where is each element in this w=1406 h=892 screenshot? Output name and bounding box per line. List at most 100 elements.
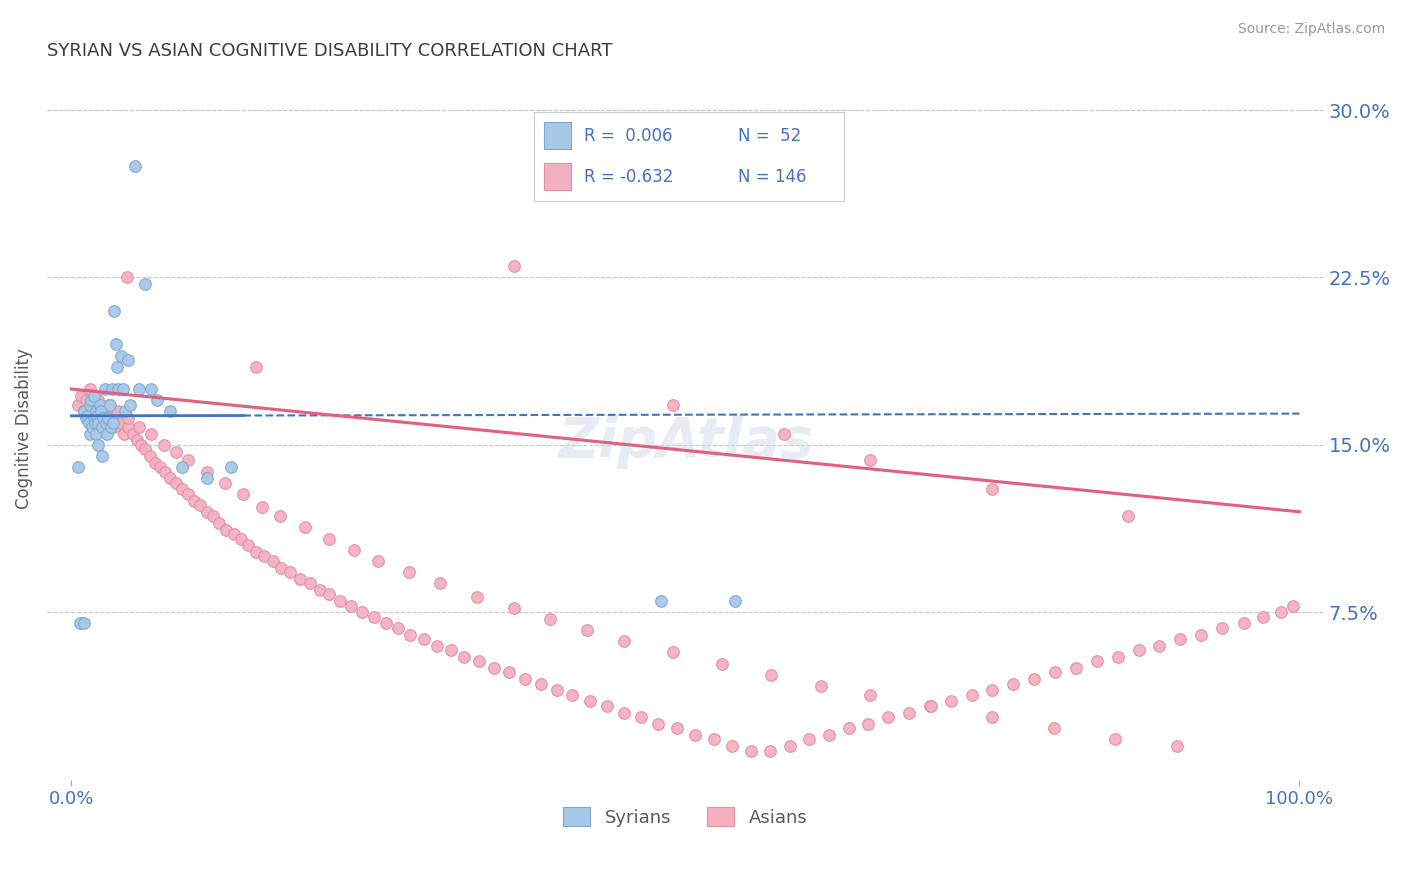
Point	[502, 600, 524, 615]
Point	[131, 438, 153, 452]
Point	[112, 382, 135, 396]
Point	[278, 565, 301, 579]
Point	[1211, 621, 1233, 635]
Point	[662, 398, 685, 412]
Point	[561, 688, 583, 702]
Point	[177, 453, 200, 467]
Point	[86, 409, 108, 423]
Point	[352, 605, 374, 619]
Text: SYRIAN VS ASIAN COGNITIVE DISABILITY CORRELATION CHART: SYRIAN VS ASIAN COGNITIVE DISABILITY COR…	[46, 42, 613, 60]
Point	[190, 498, 212, 512]
Point	[87, 393, 110, 408]
Point	[1166, 739, 1188, 753]
Point	[703, 732, 725, 747]
Point	[165, 444, 187, 458]
Point	[153, 465, 176, 479]
Point	[308, 582, 330, 597]
Point	[939, 694, 962, 708]
Point	[134, 442, 156, 457]
Point	[576, 623, 599, 637]
Point	[93, 411, 115, 425]
Point	[546, 683, 568, 698]
Point	[387, 621, 409, 635]
FancyBboxPatch shape	[544, 163, 571, 190]
Point	[128, 420, 150, 434]
Point	[83, 389, 105, 403]
Point	[711, 657, 734, 671]
Point	[662, 645, 685, 659]
Point	[152, 438, 174, 452]
Point	[981, 483, 1004, 497]
Point	[513, 672, 536, 686]
Point	[363, 609, 385, 624]
Point	[374, 616, 396, 631]
Point	[502, 260, 524, 274]
Point	[1128, 643, 1150, 657]
Point	[110, 416, 132, 430]
Point	[219, 460, 242, 475]
Point	[208, 516, 231, 530]
Point	[149, 460, 172, 475]
Point	[468, 654, 491, 668]
Point	[318, 587, 340, 601]
Point	[613, 634, 636, 648]
Point	[1085, 654, 1108, 668]
Point	[772, 426, 794, 441]
Point	[183, 493, 205, 508]
Point	[103, 304, 125, 318]
Point	[1043, 721, 1066, 735]
Point	[440, 643, 463, 657]
Point	[195, 505, 218, 519]
Point	[117, 420, 139, 434]
Point	[613, 706, 636, 720]
Point	[100, 420, 122, 434]
Point	[73, 404, 96, 418]
Point	[838, 721, 860, 735]
Point	[84, 404, 107, 418]
Point	[1024, 672, 1046, 686]
Point	[139, 449, 162, 463]
Point	[269, 509, 291, 524]
Point	[124, 159, 146, 173]
Point	[104, 337, 127, 351]
Point	[740, 743, 762, 757]
Point	[141, 382, 163, 396]
Point	[250, 500, 273, 515]
Point	[318, 532, 340, 546]
Point	[298, 576, 321, 591]
Point	[90, 404, 112, 418]
Point	[128, 382, 150, 396]
Point	[529, 676, 551, 690]
Point	[146, 393, 169, 408]
Point	[77, 416, 100, 430]
Point	[87, 411, 110, 425]
Point	[96, 426, 118, 441]
Point	[779, 739, 801, 753]
Point	[66, 398, 89, 412]
Point	[665, 721, 688, 735]
Point	[75, 393, 97, 408]
Point	[761, 667, 783, 681]
Point	[482, 661, 505, 675]
Point	[107, 411, 129, 425]
Point	[245, 545, 267, 559]
Text: R =  0.006: R = 0.006	[583, 127, 672, 145]
Point	[721, 739, 744, 753]
Point	[159, 471, 181, 485]
Point	[107, 382, 129, 396]
Point	[1002, 676, 1025, 690]
Point	[859, 688, 882, 702]
Point	[94, 409, 117, 423]
Point	[117, 411, 139, 425]
Point	[69, 616, 91, 631]
Point	[103, 416, 125, 430]
Text: Source: ZipAtlas.com: Source: ZipAtlas.com	[1237, 22, 1385, 37]
Point	[858, 716, 880, 731]
Point	[141, 426, 163, 441]
Point	[120, 398, 142, 412]
Point	[73, 404, 96, 418]
Point	[222, 527, 245, 541]
Point	[91, 449, 114, 463]
Point	[159, 404, 181, 418]
Point	[79, 398, 101, 412]
